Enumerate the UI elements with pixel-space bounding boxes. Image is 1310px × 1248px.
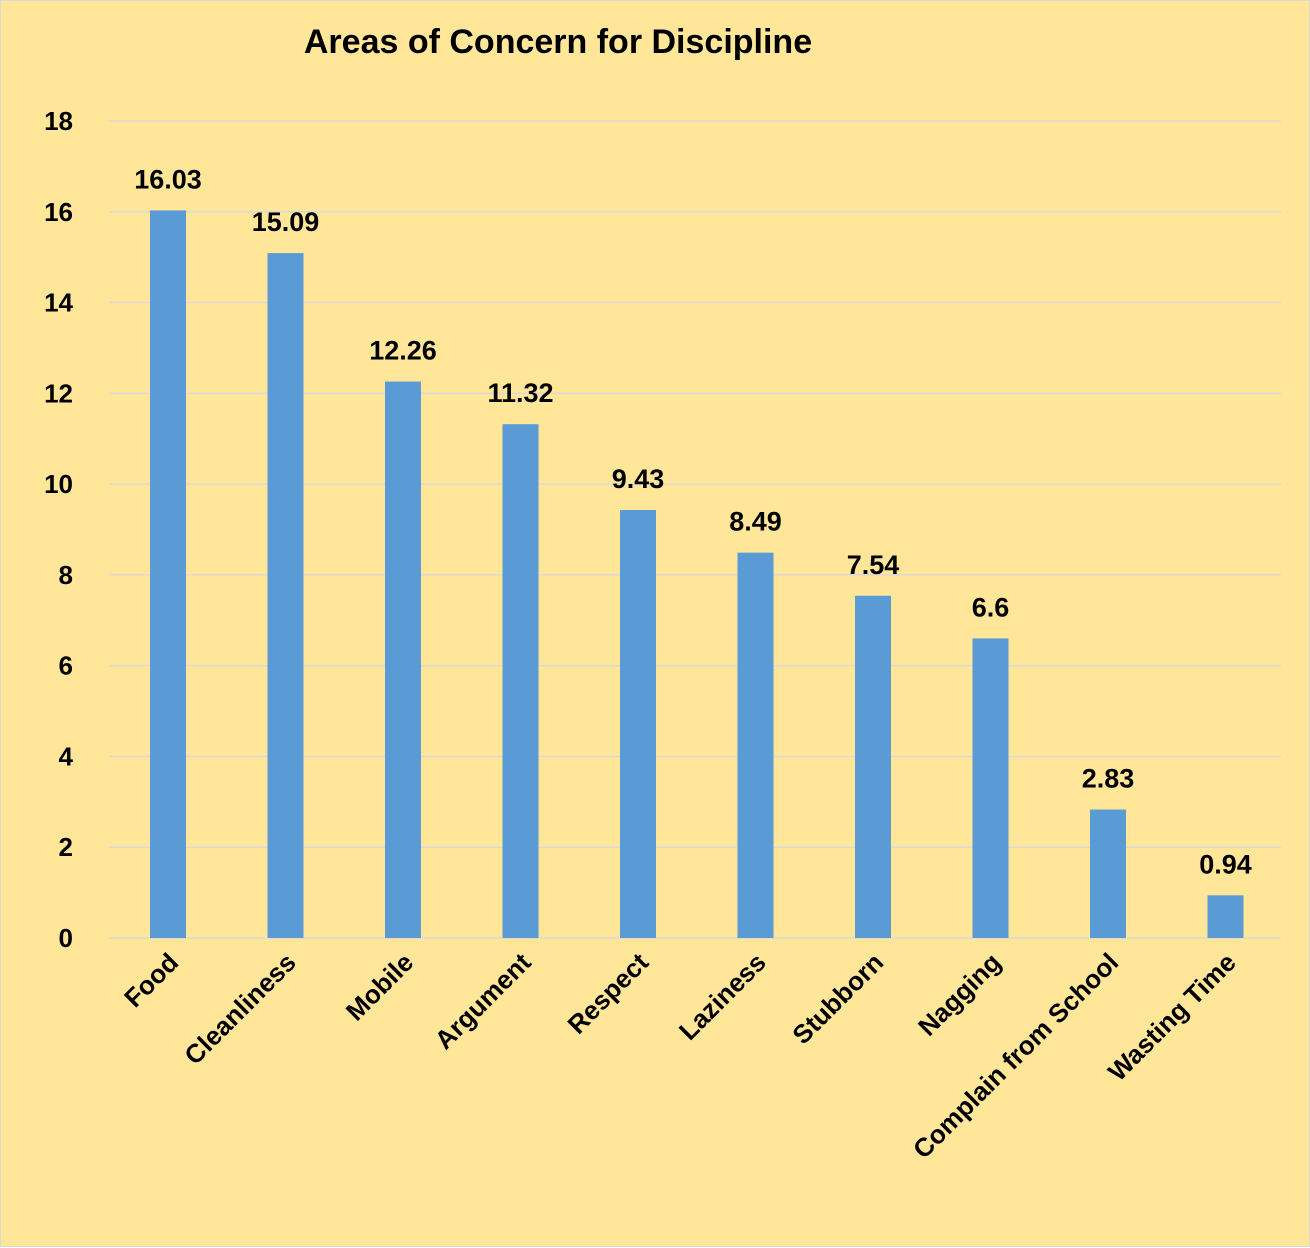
data-label: 2.83 [1082, 764, 1135, 794]
x-category-label: Stubborn [786, 947, 889, 1050]
gridlines [109, 120, 1281, 939]
bar-wasting-time [1207, 895, 1244, 938]
y-tick-label: 4 [59, 741, 74, 771]
data-label: 7.54 [847, 550, 900, 580]
x-category-label: Laziness [673, 947, 772, 1046]
x-category-label: Complain from School [907, 947, 1124, 1164]
data-label: 16.03 [134, 164, 202, 194]
bar-argument [502, 424, 539, 939]
y-tick-label: 16 [44, 197, 73, 227]
chart-title: Areas of Concern for Discipline [304, 23, 812, 61]
y-tick-label: 2 [59, 832, 73, 862]
x-category-label: Argument [429, 947, 537, 1055]
bar-food [150, 210, 186, 938]
bar-stubborn [855, 595, 891, 938]
bars [150, 210, 1244, 939]
y-tick-label: 12 [44, 378, 73, 408]
y-axis-ticks: 0 2 4 6 8 10 12 14 16 18 [44, 106, 73, 953]
y-tick-label: 8 [59, 560, 73, 590]
x-category-label: Nagging [912, 947, 1007, 1042]
data-label: 12.26 [369, 336, 437, 366]
bar-cleanliness [267, 253, 304, 938]
data-labels: 16.03 15.09 12.26 11.32 9.43 8.49 7.54 6.6 2.83 0… [134, 164, 1252, 879]
y-tick-label: 6 [59, 651, 73, 681]
bar-laziness [737, 552, 774, 938]
x-category-label: Food [118, 947, 184, 1013]
x-category-label: Cleanliness [178, 947, 301, 1070]
y-tick-label: 10 [44, 469, 73, 499]
data-label: 9.43 [612, 464, 665, 494]
bar-complain-from-school [1090, 809, 1126, 938]
y-tick-label: 18 [44, 106, 73, 136]
bar-nagging [972, 638, 1009, 938]
y-tick-label: 14 [44, 288, 73, 318]
data-label: 0.94 [1199, 849, 1252, 879]
x-category-label: Respect [562, 947, 655, 1040]
data-label: 6.6 [972, 592, 1010, 622]
data-label: 15.09 [252, 207, 320, 237]
y-tick-label: 0 [59, 923, 73, 953]
bar-respect [620, 509, 656, 938]
data-label: 11.32 [487, 378, 553, 408]
x-category-label: Mobile [340, 947, 419, 1026]
bar-mobile [385, 381, 421, 938]
data-label: 8.49 [729, 507, 782, 537]
